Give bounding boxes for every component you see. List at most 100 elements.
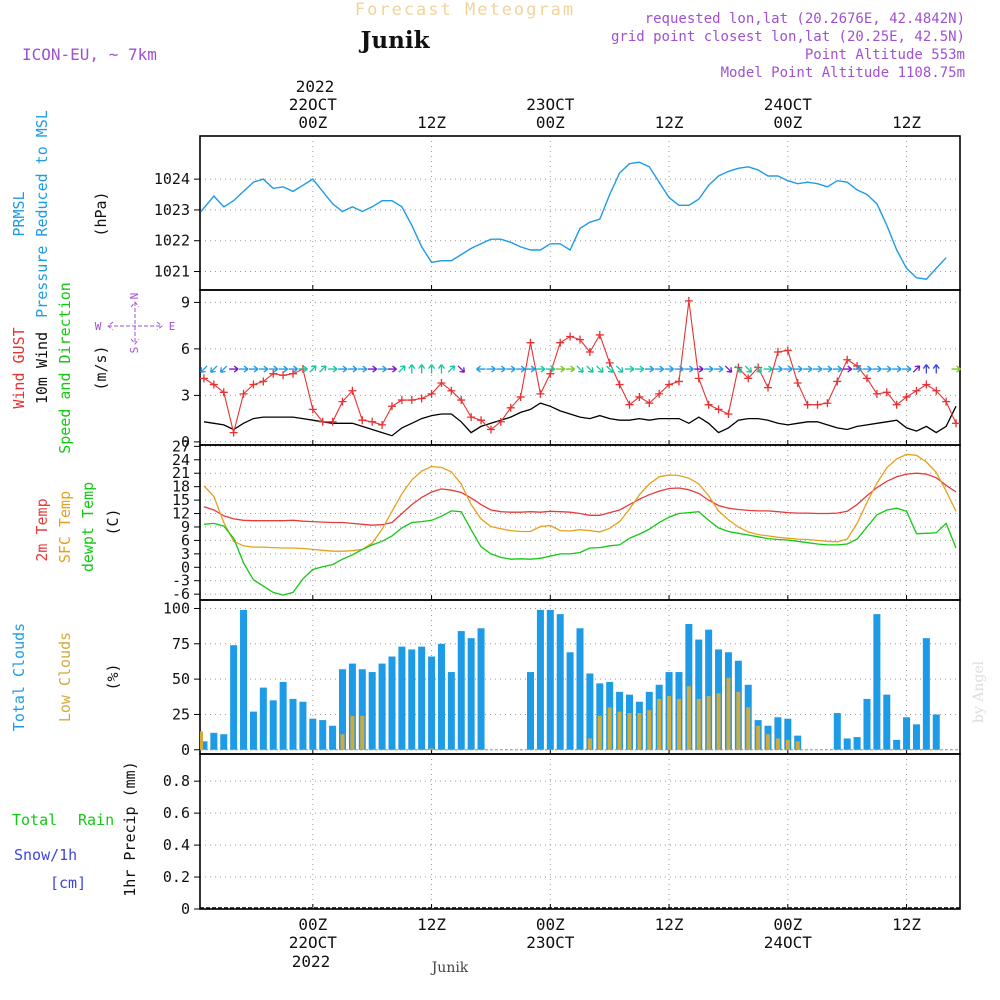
total-cloud-bar bbox=[329, 725, 337, 750]
wind-direction-arrow bbox=[852, 365, 862, 373]
total-cloud-bar bbox=[843, 738, 851, 750]
total-cloud-bar bbox=[368, 672, 376, 750]
wind-direction-arrow bbox=[200, 365, 208, 373]
y-tick-label: 0.4 bbox=[163, 836, 190, 854]
wind-direction-arrow bbox=[922, 364, 930, 374]
wind-gust-line bbox=[203, 300, 957, 433]
total-cloud-bar bbox=[477, 628, 485, 750]
bottom-date-label: 24OCT bbox=[764, 933, 813, 952]
wind-direction-arrow bbox=[813, 365, 823, 373]
gust-marker bbox=[674, 377, 683, 386]
compass-w: W bbox=[95, 320, 102, 333]
total-cloud-bar bbox=[873, 614, 881, 750]
gust-marker bbox=[922, 380, 931, 389]
gust-marker bbox=[536, 389, 545, 398]
gust-marker bbox=[259, 377, 268, 386]
y-tick-label: 6 bbox=[181, 531, 190, 549]
wind-direction-arrow bbox=[437, 364, 445, 374]
total-cloud-bar bbox=[932, 714, 940, 750]
hpa-unit-label: (hPa) bbox=[92, 191, 110, 236]
y-tick-label: 15 bbox=[172, 491, 190, 509]
wind-direction-arrow bbox=[783, 365, 793, 373]
bottom-date-label: 22OCT bbox=[289, 933, 338, 952]
y-tick-label: 0 bbox=[181, 741, 190, 759]
wind-direction-arrow bbox=[210, 365, 218, 373]
bottom-time-label: 12Z bbox=[892, 915, 921, 934]
gust-marker bbox=[348, 386, 357, 395]
gust-marker bbox=[615, 380, 624, 389]
y-tick-label: 0 bbox=[181, 433, 190, 451]
low-cloud-bar bbox=[775, 738, 780, 750]
top-time-label: 00Z bbox=[298, 113, 327, 132]
wind-direction-arrow bbox=[555, 365, 566, 373]
wind-direction-arrow bbox=[516, 365, 526, 373]
total-cloud-bar bbox=[348, 663, 356, 750]
wind-direction-arrow bbox=[754, 365, 762, 373]
wind-direction-arrow bbox=[428, 364, 436, 374]
top-time-label: 12Z bbox=[655, 113, 684, 132]
wind-direction-arrow bbox=[684, 365, 694, 373]
y-tick-label: 3 bbox=[181, 386, 190, 404]
wind-direction-arrow bbox=[951, 365, 961, 373]
wind-direction-arrow bbox=[506, 365, 516, 373]
bottom-date-label: 23OCT bbox=[526, 933, 575, 952]
low-cloud-bar bbox=[686, 686, 691, 750]
dewpt-line bbox=[203, 507, 957, 596]
gust-marker bbox=[605, 358, 614, 367]
y-tick-label: 27 bbox=[172, 437, 190, 455]
wind-direction-arrow bbox=[496, 365, 506, 373]
requested-lonlat: requested lon,lat (20.2676E, 42.4842N) bbox=[645, 11, 965, 27]
gust-marker bbox=[744, 374, 753, 383]
total-cloud-bar bbox=[299, 701, 307, 750]
wind-direction-arrow bbox=[545, 365, 556, 373]
y-tick-label: 3 bbox=[181, 545, 190, 563]
wind-direction-arrow bbox=[912, 365, 921, 373]
wind-direction-arrow bbox=[892, 365, 902, 373]
gust-marker bbox=[595, 330, 604, 339]
gust-marker bbox=[665, 380, 674, 389]
wind-gust-label: Wind GUST bbox=[10, 327, 28, 408]
low-cloud-bar bbox=[597, 715, 602, 750]
gust-marker bbox=[684, 296, 693, 305]
wind-direction-arrow bbox=[357, 365, 368, 373]
precip-legend: Total Rain Snow/1h [cm] 1hr Precip (mm) bbox=[12, 761, 139, 896]
wind-direction-arrow bbox=[447, 365, 456, 373]
legend-cm: [cm] bbox=[50, 874, 86, 892]
total-cloud-bar bbox=[467, 638, 475, 750]
gust-marker bbox=[289, 369, 298, 378]
total-cloud-bar bbox=[447, 672, 455, 750]
legend-snow: Snow/1h bbox=[14, 846, 77, 864]
total-cloud-bar bbox=[586, 673, 594, 750]
gust-marker bbox=[833, 377, 842, 386]
top-date-label: 23OCT bbox=[526, 95, 575, 114]
model-altitude: Model Point Altitude 1108.75m bbox=[721, 65, 965, 81]
wind-direction-arrow bbox=[367, 365, 378, 373]
low-cloud-bar bbox=[716, 693, 721, 750]
gust-marker bbox=[506, 403, 515, 412]
total-cloud-bar bbox=[309, 718, 317, 750]
wind-direction-arrow bbox=[882, 365, 892, 373]
top-time-label: 12Z bbox=[892, 113, 921, 132]
gust-marker bbox=[764, 383, 773, 392]
gust-marker bbox=[209, 380, 218, 389]
wind-direction-arrow bbox=[773, 365, 783, 373]
low-cloud-bar bbox=[340, 734, 345, 750]
total-cloud-bar bbox=[437, 643, 445, 750]
top-year-label: 2022 bbox=[296, 77, 335, 96]
low-cloud-bar bbox=[657, 698, 662, 750]
total-cloud-bar bbox=[546, 609, 554, 750]
gust-marker bbox=[328, 417, 337, 426]
low-cloud-bar bbox=[676, 698, 681, 750]
panel-frame bbox=[199, 753, 961, 910]
gust-marker bbox=[486, 425, 495, 434]
wind-direction-arrow bbox=[763, 365, 773, 373]
gust-marker bbox=[704, 400, 713, 409]
gust-marker bbox=[239, 389, 248, 398]
wind-direction-arrow bbox=[872, 365, 882, 373]
low-cloud-bar bbox=[766, 734, 771, 750]
y-tick-label: 1022 bbox=[154, 232, 190, 250]
wind-direction-arrow bbox=[644, 365, 655, 373]
wind-direction-arrow bbox=[457, 365, 466, 373]
gust-marker bbox=[546, 369, 555, 378]
gust-marker bbox=[902, 392, 911, 401]
